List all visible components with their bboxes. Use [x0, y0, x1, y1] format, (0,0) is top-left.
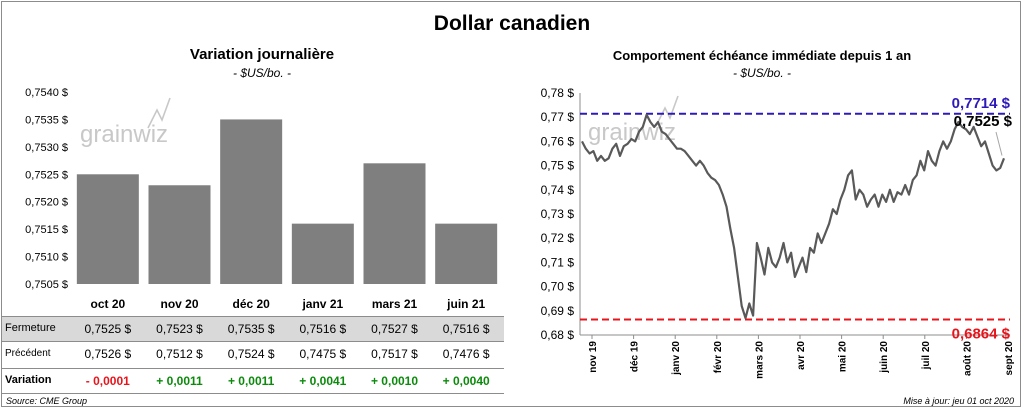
y-tick-label: 0,74 $ [541, 183, 575, 197]
low-value-label: 0,6864 $ [952, 326, 1011, 343]
x-category-label: janv 21 [301, 297, 343, 311]
x-category-label: déc 20 [232, 297, 270, 311]
y-tick-label: 0,73 $ [541, 207, 575, 221]
table-cell-precedent: 0,7476 $ [442, 347, 490, 361]
row-label-fermeture: Fermeture [5, 322, 56, 334]
table-cell-fermeture: 0,7525 $ [84, 322, 132, 336]
x-tick-label: août 20 [962, 341, 973, 376]
x-tick-label: janv 20 [671, 341, 682, 376]
x-category-label: nov 20 [160, 297, 198, 311]
y-tick-label: 0,7535 $ [25, 114, 68, 126]
table-cell-precedent: 0,7524 $ [227, 347, 275, 361]
bar [291, 223, 354, 284]
x-tick-label: juin 20 [879, 341, 890, 374]
main-title: Dollar canadien [433, 12, 591, 35]
table-cell-precedent: 0,7512 $ [156, 347, 203, 361]
table-cell-fermeture: 0,7516 $ [299, 322, 347, 336]
x-tick-label: mars 20 [754, 341, 765, 379]
bar-chart-title: Variation journalière [189, 46, 335, 63]
bar-chart-subtitle: - $US/bo. - [232, 66, 292, 80]
x-tick-label: nov 19 [588, 341, 599, 373]
x-tick-label: déc 19 [630, 341, 641, 373]
x-category-label: juin 21 [446, 297, 485, 311]
y-tick-label: 0,7515 $ [25, 224, 68, 236]
bar [220, 119, 283, 284]
watermark: grainwiz [80, 97, 171, 148]
last-value-leader [995, 131, 1003, 156]
watermark-text: grainwiz [80, 121, 168, 148]
y-tick-label: 0,69 $ [541, 304, 575, 318]
table-cell-variation: - 0,0001 [85, 374, 130, 388]
y-tick-label: 0,7530 $ [25, 142, 68, 154]
update-note: Mise à jour: jeu 01 oct 2020 [903, 396, 1014, 406]
bar [435, 223, 498, 284]
watermark-bolt [147, 97, 171, 129]
line-chart: 0,68 $ 0,69 $ 0,70 $ 0,71 $ 0,72 $ 0,73 $ 0,74… [541, 86, 1015, 379]
table-row-fermeture: Fermeture 0,7525 $ 0,7523 $ 0,7535 $ 0,7516… [2, 316, 504, 342]
row-label-precedent: Précédent [5, 348, 51, 359]
y-tick-label: 0,7510 $ [25, 252, 68, 264]
price-series-line [581, 113, 1006, 320]
table-cell-variation: + 0,0040 [442, 374, 490, 388]
bar [363, 163, 426, 284]
table-cell-variation: + 0,0010 [370, 374, 419, 388]
bar-chart: 0,7505 $ 0,7510 $ 0,7515 $ 0,7520 $ 0,7525 $… [25, 87, 498, 311]
table-cell-precedent: 0,7475 $ [299, 347, 347, 361]
table-cell-fermeture: 0,7535 $ [227, 322, 275, 336]
y-tick-label: 0,78 $ [541, 86, 575, 100]
high-value-label: 0,7714 $ [952, 95, 1011, 112]
watermark: grainwiz [588, 95, 679, 146]
table-cell-variation: + 0,0011 [156, 374, 203, 388]
table-cell-precedent: 0,7526 $ [84, 347, 132, 361]
table-cell-precedent: 0,7517 $ [371, 347, 418, 361]
x-tick-label: févr 20 [713, 341, 724, 374]
table-cell-variation: + 0,0011 [227, 374, 275, 388]
line-chart-subtitle: - $US/bo. - [732, 66, 792, 80]
y-tick-label: 0,77 $ [541, 110, 575, 124]
last-value-label: 0,7525 $ [954, 113, 1013, 130]
y-tick-label: 0,76 $ [541, 134, 575, 148]
bar [148, 185, 211, 284]
bar [76, 174, 139, 284]
row-label-variation: Variation [5, 374, 52, 386]
y-tick-label: 0,7520 $ [25, 197, 68, 209]
y-tick-label: 0,7525 $ [25, 169, 68, 181]
y-tick-label: 0,72 $ [541, 231, 575, 245]
y-tick-label: 0,68 $ [541, 328, 575, 342]
table-cell-variation: + 0,0041 [299, 374, 347, 388]
y-tick-label: 0,70 $ [541, 280, 575, 294]
x-category-label: mars 21 [372, 297, 418, 311]
table-cell-fermeture: 0,7527 $ [371, 322, 418, 336]
y-tick-label: 0,75 $ [541, 159, 575, 173]
table-row-variation: Variation - 0,0001 + 0,0011 + 0,0011 + 0,00… [2, 368, 504, 394]
x-category-label: oct 20 [90, 297, 125, 311]
line-chart-title: Comportement échéance immédiate depuis 1… [612, 48, 912, 63]
y-tick-label: 0,7505 $ [25, 279, 68, 291]
x-tick-label: mai 20 [838, 341, 849, 373]
x-tick-label: sept 20 [1004, 341, 1015, 376]
y-tick-label: 0,7540 $ [25, 87, 68, 99]
y-tick-label: 0,71 $ [541, 255, 575, 269]
table-row-precedent: Précédent 0,7526 $ 0,7512 $ 0,7524 $ 0,7475… [2, 342, 504, 366]
x-tick-label: juil 20 [921, 341, 932, 371]
table-cell-fermeture: 0,7516 $ [442, 322, 490, 336]
watermark-bolt [655, 95, 679, 127]
x-tick-label: avr 20 [796, 341, 807, 370]
source-note: Source: CME Group [6, 396, 88, 406]
table-cell-fermeture: 0,7523 $ [156, 322, 203, 336]
